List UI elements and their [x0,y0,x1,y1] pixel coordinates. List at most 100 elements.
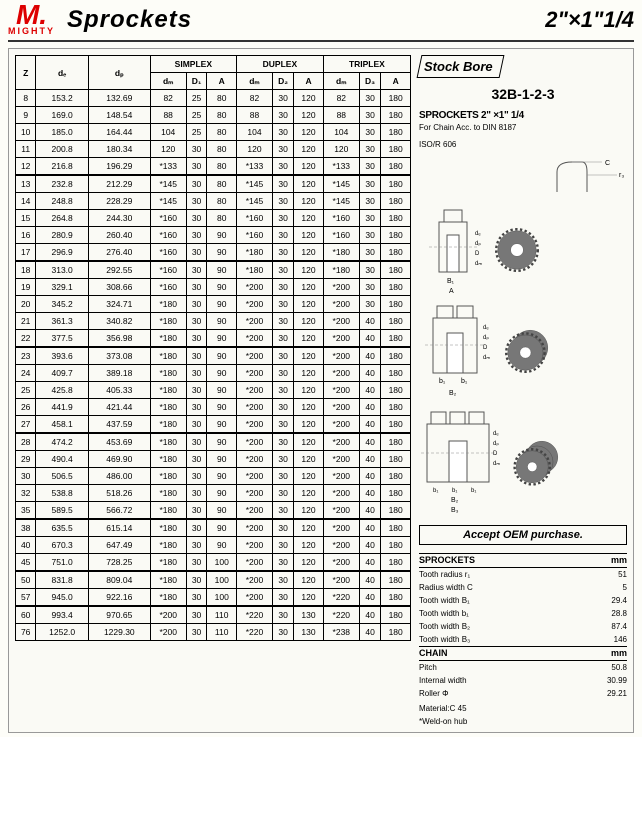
triplex-section-icon: b₁ b₁ b₁ B₂ B₃ dₑ dₚ D dₘ [419,407,509,517]
spec-row: SPROCKETSmm [419,554,627,568]
col-duplex: DUPLEX [236,56,323,73]
table-row: 60993.4970.65*20030110*22030130*22040180 [16,606,411,624]
svg-text:dₚ: dₚ [475,241,481,247]
table-row: 8153.2132.6982258082301208230180 [16,90,411,107]
logo-text: MIGHTY [8,26,55,36]
spec-title: SPROCKETS 2" ×1" 1/4 [419,110,627,121]
part-number: 32B-1-2-3 [419,86,627,102]
table-row: 35589.5566.72*1803090*20030120*20040180 [16,502,411,520]
table-row: 40670.3647.49*1803090*20030120*20040180 [16,537,411,554]
spec-table: SPROCKETSmmTooth radius r₁51Radius width… [419,553,627,700]
svg-text:D: D [483,345,488,351]
table-row: 30506.5486.00*1803090*20030120*20040180 [16,468,411,485]
spec-row: Tooth width B₁29.4 [419,594,627,607]
table-row: 50831.8809.04*18030100*20030120*20040180 [16,571,411,589]
logo: M. MIGHTY [8,4,55,36]
svg-text:B₃: B₃ [451,507,459,514]
table-row: 21361.3340.82*1803090*20030120*20040180 [16,313,411,330]
logo-mark: M. [16,4,47,26]
table-row: 13232.8212.29*1453080*14530120*14530180 [16,175,411,193]
table-row: 9169.0148.5488258088301208830180 [16,107,411,124]
svg-text:dₑ: dₑ [493,431,499,437]
table-row: 28474.2453.69*1803090*20030120*20040180 [16,433,411,451]
svg-text:D: D [493,451,498,457]
table-row: 32538.8518.26*1803090*20030120*20040180 [16,485,411,502]
svg-text:dₘ: dₘ [483,355,490,361]
sprocket-table: Z dₑ dₚ SIMPLEX DUPLEX TRIPLEX dₘ D₁ A d… [15,55,411,641]
spec-row: Internal width30.99 [419,674,627,687]
col-dp: dₚ [88,56,150,90]
oem-label: Accept OEM purchase. [419,525,627,545]
table-row: 11200.8180.3412030801203012012030180 [16,141,411,158]
col-z: Z [16,56,36,90]
table-row: 19329.1308.66*1603090*20030120*20030180 [16,279,411,296]
page-subtitle: 2"×1"1/4 [545,7,634,33]
svg-text:b₁: b₁ [461,378,468,385]
tooth-profile-icon: C r₃ [547,157,627,197]
svg-text:b₁: b₁ [433,488,438,494]
spec-row: Roller Φ29.21 [419,687,627,700]
duplex-section-icon: b₁ b₁ B₂ dₑ dₚ D dₘ [419,301,499,401]
svg-text:b₁: b₁ [471,488,476,494]
svg-text:dₘ: dₘ [475,261,482,267]
table-row: 761252.01229.30*20030110*22030130*238401… [16,624,411,641]
svg-text:r₃: r₃ [619,172,624,179]
svg-text:C: C [605,160,610,167]
stockbore-label: Stock Bore [417,55,505,78]
spec-row: Radius width C5 [419,581,627,594]
tooth-diagram: C r₃ [419,157,627,199]
spec-row: CHAINmm [419,647,627,661]
col-simplex: SIMPLEX [150,56,236,73]
table-row: 12216.8196.29*1333080*13330120*13330180 [16,158,411,176]
table-row: 10185.0164.4410425801043012010430180 [16,124,411,141]
material-label: Material:C 45 [419,704,627,713]
col-triplex: TRIPLEX [323,56,410,73]
svg-text:dₑ: dₑ [483,325,489,331]
table-header-group-row: Z dₑ dₚ SIMPLEX DUPLEX TRIPLEX [16,56,411,73]
spec-sub1: For Chain Acc. to DIN 8187 [419,123,627,132]
table-row: 20345.2324.71*1803090*20030120*20030180 [16,296,411,313]
svg-text:D: D [475,251,480,257]
weldon-label: *Weld-on hub [419,717,627,726]
svg-text:dₚ: dₚ [483,335,489,341]
svg-text:B₁: B₁ [447,278,455,285]
table-row: 27458.1437.59*1803090*20030120*20040180 [16,416,411,434]
table-row: 15264.8244.30*1603080*16030120*16030180 [16,210,411,227]
spec-row: Tooth width B₃146 [419,633,627,647]
table-row: 14248.8228.29*1453080*14530120*14530180 [16,193,411,210]
table-row: 26441.9421.44*1803090*20030120*20040180 [16,399,411,416]
svg-text:B₂: B₂ [451,497,459,504]
svg-text:dₘ: dₘ [493,461,500,467]
table-row: 22377.5356.98*1803090*20030120*20040180 [16,330,411,348]
table-row: 25425.8405.33*1803090*20030120*20040180 [16,382,411,399]
svg-text:b₁: b₁ [452,488,457,494]
page-header: M. MIGHTY Sprockets 2"×1"1/4 [8,4,634,42]
svg-text:B₂: B₂ [449,390,457,397]
spec-sub2: ISO/R 606 [419,140,627,149]
spec-row: Tooth width b₁28.8 [419,607,627,620]
simplex-section-icon: B₁ A dₑ dₚ D dₘ [419,205,489,295]
svg-text:A: A [449,288,454,295]
svg-text:b₁: b₁ [439,378,446,385]
table-row: 29490.4469.90*1803090*20030120*20040180 [16,451,411,468]
table-row: 38635.5615.14*1803090*20030120*20040180 [16,519,411,537]
table-row: 45751.0728.25*18030100*20030120*20040180 [16,554,411,572]
table-row: 57945.0922.16*18030100*20030120*22040180 [16,589,411,607]
page-title: Sprockets [67,6,545,34]
svg-text:dₚ: dₚ [493,441,499,447]
spec-row: Tooth radius r₁51 [419,568,627,582]
table-row: 24409.7389.18*1803090*20030120*20040180 [16,365,411,382]
spec-row: Tooth width B₂87.4 [419,620,627,633]
table-row: 18313.0292.55*1603090*18030120*18030180 [16,261,411,279]
table-row: 16280.9260.40*1603090*16030120*16030180 [16,227,411,244]
gear-simplex-icon [493,226,541,274]
gear-duplex-icon [503,327,551,375]
spec-row: Pitch50.8 [419,661,627,675]
data-table-container: Z dₑ dₚ SIMPLEX DUPLEX TRIPLEX dₘ D₁ A d… [15,55,411,726]
svg-text:dₑ: dₑ [475,231,481,237]
spec-panel: Stock Bore 32B-1-2-3 SPROCKETS 2" ×1" 1/… [419,55,627,726]
table-row: 17296.9276.40*1603090*18030120*18030180 [16,244,411,262]
col-de: dₑ [36,56,89,90]
gear-triplex-icon [513,438,561,486]
table-row: 23393.6373.08*1803090*20030120*20040180 [16,347,411,365]
